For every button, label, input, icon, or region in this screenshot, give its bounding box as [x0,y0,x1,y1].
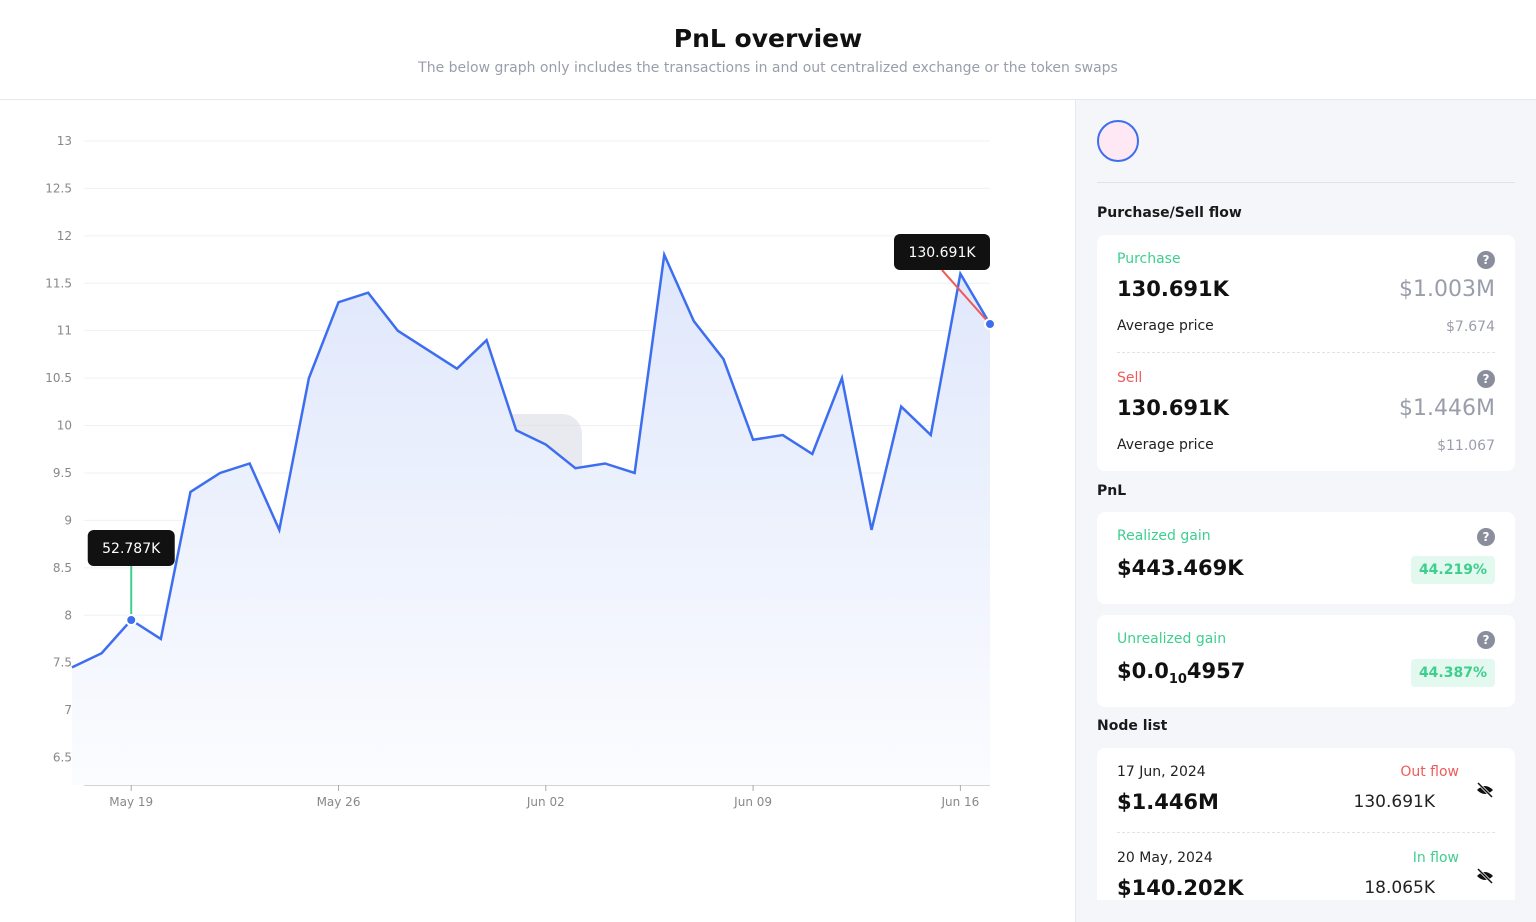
subtitle: The below graph only includes the transa… [418,60,1118,76]
node-amount: 130.691K [1353,792,1435,812]
x-tick-label: May 26 [317,795,361,809]
label: Average price [1117,318,1214,334]
x-tick-label: Jun 02 [526,795,565,809]
flow-card: Purchase ? 130.691K $1.003M Average pric… [1097,235,1515,471]
help[interactable]: ? [1477,528,1495,546]
help[interactable]: ? [1477,631,1495,649]
y-tick-label: 13 [57,134,72,148]
line [71,250,992,669]
section-title: Purchase/Sell flow [1097,205,1242,221]
section-title: Node list [1097,718,1168,734]
node-flow: Out flow [1400,764,1459,780]
tooltip [87,530,175,566]
node-amount: 18.065K [1364,878,1435,898]
y-tick-label: 10 [57,419,72,433]
gain-pct: 44.219% [1410,556,1495,584]
y-tick-label: 7 [64,703,72,717]
gain: $0.0104957 [1117,659,1245,687]
tooltip-label: 52.787K [102,541,161,557]
gain-pct: 44.387% [1410,659,1495,687]
section-title: PnL [1097,483,1127,499]
help[interactable]: ? [1477,251,1495,269]
y-tick-label: 12 [57,229,72,243]
gain-part: 10 [1168,672,1187,688]
node-usd: $1.446M [1117,790,1219,814]
y-tick-label: 9 [64,513,72,527]
avg-price: $7.674 [1446,319,1495,335]
divider [1117,352,1495,353]
y-tick-label: 9.5 [53,466,72,480]
label: Average price [1117,437,1214,453]
side-panel: Purchase/Sell flow Purchase ? 130.691K $… [1075,100,1536,922]
y-tick-label: 11.5 [45,276,72,290]
x-tick-label: Jun 09 [733,795,772,809]
node-flow: In flow [1412,850,1459,866]
header: PnL overview The below graph only includ… [0,0,1536,100]
tooltip-label: 130.691K [908,245,976,261]
gain-part: 4957 [1186,659,1246,683]
usd: $1.003M [1399,277,1495,302]
divider [1117,832,1495,833]
y-tick-label: 8.5 [53,561,72,575]
title: PnL overview [673,24,863,53]
gain-card: Realized gain ? $443.469K 44.219% [1097,512,1515,604]
y-tick-label: 11 [57,324,72,338]
panel-fade [1076,900,1536,922]
y-tick-label: 6.5 [53,751,72,765]
chart: 6.5 7 7.5 8 8.5 9 9.5 10 10.5 11 11.5 12 12.5 13 May 1… [45,134,996,809]
y-tick-label: 12.5 [45,181,72,195]
hide-icon[interactable] [1475,866,1495,886]
gain: $443.469K [1117,556,1244,580]
label: Realized gain [1117,528,1211,544]
trade-point [984,318,996,331]
tooltip [894,234,990,271]
label: Purchase [1117,251,1181,267]
y-tick-label: 8 [64,608,72,622]
amount: 130.691K [1117,277,1229,301]
trade-link [941,269,991,325]
usd: $1.446M [1399,396,1495,421]
trade-point [125,614,138,626]
node-date: 20 May, 2024 [1117,850,1213,866]
node-date: 17 Jun, 2024 [1117,764,1206,780]
label: Sell [1117,370,1143,386]
node-card: 17 Jun, 2024 Out flow $1.446M 130.691K 2… [1097,748,1515,922]
token-icon[interactable] [1097,120,1139,162]
gain-part: $0.0 [1117,659,1169,683]
y-tick-label: 7.5 [53,656,72,670]
gain-card: Unrealized gain ? $0.0104957 44.387% [1097,615,1515,707]
hide-icon[interactable] [1475,780,1495,800]
y-tick-label: 10.5 [45,371,72,385]
avg-price: $11.067 [1437,438,1495,454]
divider [1097,182,1515,183]
x-tick-label: Jun 16 [940,795,979,809]
amount: 130.691K [1117,396,1229,420]
label: Unrealized gain [1117,631,1227,647]
area [72,254,990,786]
help[interactable]: ? [1477,370,1495,388]
node-usd: $140.202K [1117,876,1244,900]
x-tick-label: May 19 [109,795,153,809]
